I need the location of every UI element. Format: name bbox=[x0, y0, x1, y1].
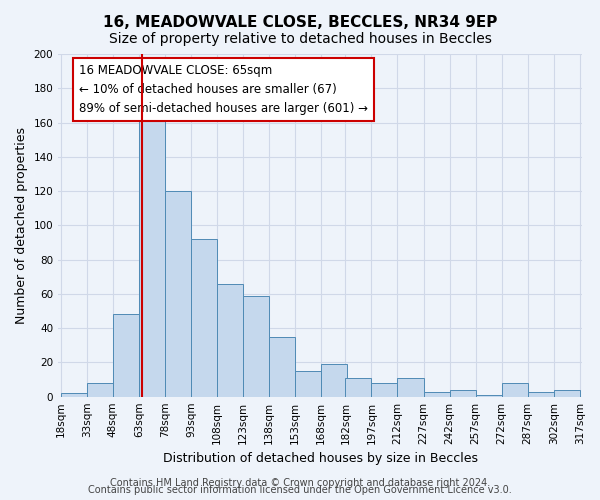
Y-axis label: Number of detached properties: Number of detached properties bbox=[15, 127, 28, 324]
Bar bbox=[165, 191, 191, 396]
Text: Size of property relative to detached houses in Beccles: Size of property relative to detached ho… bbox=[109, 32, 491, 46]
Bar bbox=[217, 284, 243, 397]
Bar bbox=[502, 383, 527, 396]
Bar bbox=[87, 383, 113, 396]
Text: Contains public sector information licensed under the Open Government Licence v3: Contains public sector information licen… bbox=[88, 485, 512, 495]
Bar bbox=[295, 371, 321, 396]
X-axis label: Distribution of detached houses by size in Beccles: Distribution of detached houses by size … bbox=[163, 452, 478, 465]
Bar bbox=[476, 395, 502, 396]
Bar bbox=[527, 392, 554, 396]
Bar bbox=[269, 336, 295, 396]
Bar bbox=[113, 314, 139, 396]
Bar bbox=[191, 239, 217, 396]
Bar bbox=[449, 390, 476, 396]
Bar bbox=[424, 392, 449, 396]
Bar bbox=[243, 296, 269, 396]
Bar bbox=[346, 378, 371, 396]
Text: 16, MEADOWVALE CLOSE, BECCLES, NR34 9EP: 16, MEADOWVALE CLOSE, BECCLES, NR34 9EP bbox=[103, 15, 497, 30]
Bar bbox=[61, 394, 87, 396]
Text: 16 MEADOWVALE CLOSE: 65sqm
← 10% of detached houses are smaller (67)
89% of semi: 16 MEADOWVALE CLOSE: 65sqm ← 10% of deta… bbox=[79, 64, 368, 116]
Bar bbox=[371, 383, 397, 396]
Bar bbox=[397, 378, 424, 396]
Bar bbox=[321, 364, 347, 396]
Bar bbox=[139, 109, 165, 397]
Bar bbox=[554, 390, 580, 396]
Text: Contains HM Land Registry data © Crown copyright and database right 2024.: Contains HM Land Registry data © Crown c… bbox=[110, 478, 490, 488]
